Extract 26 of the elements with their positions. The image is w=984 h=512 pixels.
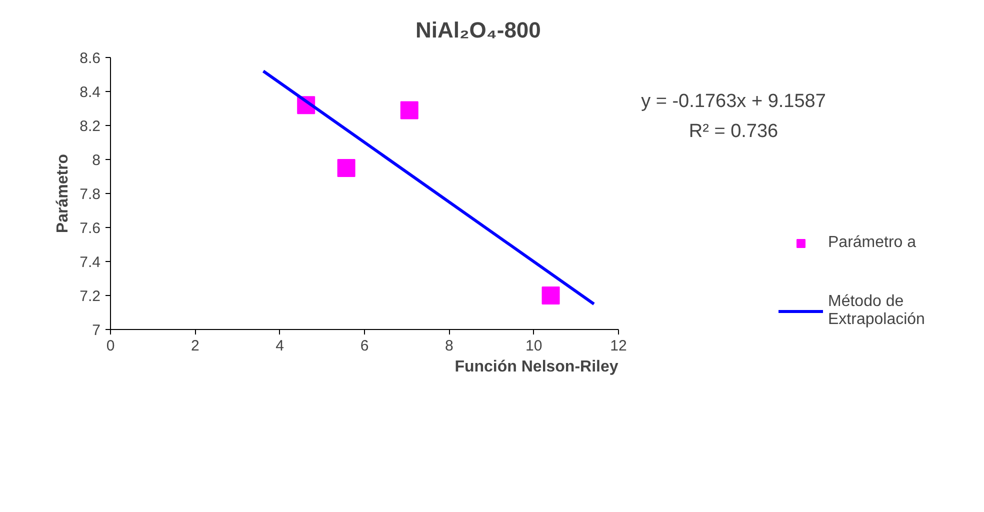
point [542, 286, 560, 304]
x-tick-label: 12 [610, 338, 627, 354]
y-tick-label: 7.6 [80, 220, 101, 237]
y-tick-label: 7.8 [80, 186, 101, 203]
legend-label: Método de Extrapolación [828, 293, 925, 329]
x-axis-title: Función Nelson-Riley [454, 358, 618, 376]
chart-title: NiAl₂O₄-800 [416, 18, 541, 42]
y-tick-label: 8.2 [80, 118, 101, 135]
x-tick-label: 4 [276, 338, 284, 354]
y-tick-label: 8.6 [80, 50, 101, 67]
x-tick-label: 2 [190, 338, 200, 354]
x-tick-label: 6 [360, 338, 369, 354]
text: R² = 0.736 [688, 121, 778, 142]
y-tick-label: 7.4 [80, 254, 101, 271]
x-tick-label: 0 [106, 338, 115, 354]
x-tick-label: 8 [444, 338, 454, 354]
y-tick-label: 7 [92, 322, 100, 339]
y-tick-label: 8.4 [80, 84, 101, 101]
y-tick-label: 8 [92, 152, 100, 169]
legend-label: Parámetro a [828, 234, 916, 252]
point [400, 101, 418, 120]
point [337, 159, 356, 177]
x-tick-label: 10 [525, 338, 542, 354]
text: y = -0.1763x + 9.1587 [641, 91, 826, 112]
y-tick-label: 7.2 [80, 288, 101, 305]
y-axis-title: Parámetro [54, 154, 72, 234]
